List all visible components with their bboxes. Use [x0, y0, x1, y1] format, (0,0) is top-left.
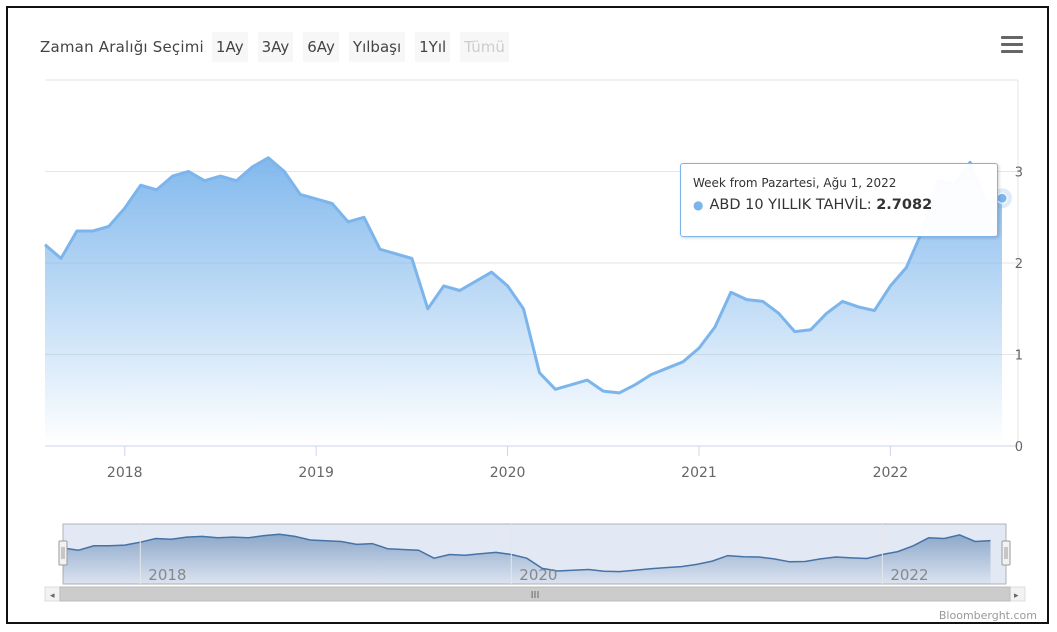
- range-selector: Zaman Aralığı Seçimi 1Ay 3Ay 6Ay Yılbaşı…: [40, 30, 519, 64]
- navigator-left-handle[interactable]: [58, 540, 68, 566]
- credit-link[interactable]: Bloomberght.com: [938, 609, 1037, 622]
- range-button-1-month[interactable]: 1Ay: [211, 32, 248, 62]
- handle-body: [1001, 540, 1011, 566]
- x-tick-label: 2022: [873, 465, 909, 481]
- navigator-area: [63, 534, 991, 584]
- hover-marker: [996, 192, 1008, 204]
- y-tick-label: 3: [1015, 166, 1023, 181]
- scrollbar-thumb[interactable]: [59, 586, 1011, 602]
- scrollbar-grip-icon: III: [531, 590, 540, 601]
- range-button-ytd[interactable]: Yılbaşı: [348, 32, 406, 62]
- y-tick-label: 0: [1015, 440, 1023, 455]
- navigator-tick-label: 2020: [519, 566, 557, 584]
- tooltip-series-label: ABD 10 YILLIK TAHVİL:: [709, 197, 877, 213]
- series-area: [45, 157, 1002, 447]
- y-tick-label: 1: [1015, 349, 1023, 364]
- tooltip: Week from Pazartesi, Ağu 1, 2022 ● ABD 10…: [680, 163, 998, 237]
- x-tick-label: 2020: [490, 465, 526, 481]
- series-marker-icon: ●: [693, 198, 704, 212]
- series-line: [44, 156, 1003, 395]
- scroll-left-arrow-icon[interactable]: ◂: [50, 591, 55, 601]
- navigator-tick-label: 2018: [148, 566, 186, 584]
- scroll-right-arrow-icon[interactable]: ▸: [1014, 591, 1019, 601]
- x-tick-label: 2018: [107, 465, 143, 481]
- hamburger-menu-icon[interactable]: [1001, 36, 1023, 54]
- range-button-6-months[interactable]: 6Ay: [303, 32, 339, 62]
- y-tick-label: 2: [1015, 257, 1023, 272]
- tooltip-header: Week from Pazartesi, Ağu 1, 2022: [693, 176, 897, 190]
- range-button-3-months[interactable]: 3Ay: [257, 32, 294, 62]
- navigator-line: [62, 533, 991, 573]
- tooltip-value: 2.7082: [876, 197, 933, 213]
- tooltip-series-line: ● ABD 10 YILLIK TAHVİL: 2.7082: [693, 197, 985, 213]
- range-selector-label: Zaman Aralığı Seçimi: [40, 38, 204, 56]
- range-button-all: Tümü: [460, 32, 509, 62]
- navigator-right-handle[interactable]: [1001, 540, 1011, 566]
- x-tick-label: 2019: [298, 465, 334, 481]
- navigator-tick-label: 2022: [890, 566, 928, 584]
- range-button-1-year[interactable]: 1Yıl: [415, 32, 451, 62]
- x-tick-label: 2021: [681, 465, 717, 481]
- handle-body: [58, 540, 68, 566]
